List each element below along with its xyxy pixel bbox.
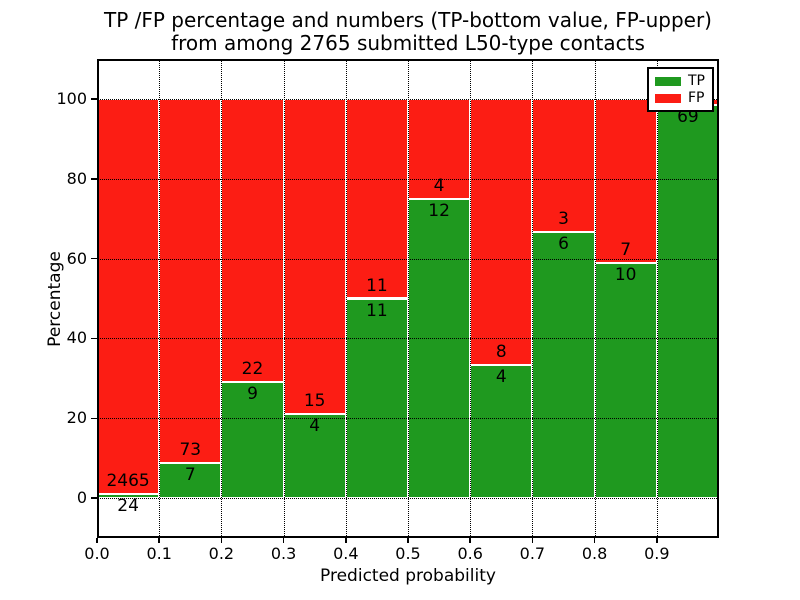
- y-tick-label: 20: [66, 408, 87, 428]
- tp-color-swatch: [655, 76, 681, 86]
- x-tick: [469, 538, 471, 543]
- plot-area: 2465 24 73 7 22 9 15 4 11 11 4 12 8 4 3 6 7 10 69: [97, 59, 719, 538]
- gridline-vertical: [345, 59, 347, 538]
- tp-count-label: 4: [309, 416, 321, 437]
- tp-count-label: 69: [677, 106, 699, 127]
- y-tick-label: 60: [66, 248, 87, 268]
- x-tick-label: 0.1: [146, 544, 172, 563]
- x-tick-label: 0.7: [519, 544, 546, 563]
- x-tick-label: 0.2: [208, 544, 235, 563]
- tp-count-label: 10: [614, 265, 637, 286]
- bar-segment-fp: [97, 98, 160, 495]
- x-tick-label: 0.8: [581, 544, 608, 563]
- bar-segment-fp: [159, 98, 222, 464]
- fp-count-label: 11: [366, 275, 388, 296]
- bar-segment-tp: [283, 414, 346, 499]
- x-tick: [158, 538, 160, 543]
- bar-segment-fp: [470, 98, 533, 366]
- y-tick: [91, 497, 97, 499]
- tp-count-label: 6: [558, 233, 569, 254]
- y-tick: [91, 337, 97, 340]
- bar-segment-tp: [345, 298, 408, 499]
- legend-item-fp: FP: [655, 91, 706, 105]
- y-tick: [91, 98, 97, 100]
- bar-segment-fp: [532, 98, 595, 232]
- gridline-vertical: [159, 59, 161, 538]
- chart-title-line1: TP /FP percentage and numbers (TP-bottom…: [104, 8, 712, 32]
- tp-count-label: 4: [495, 367, 507, 388]
- y-tick: [91, 417, 97, 419]
- legend: TP FP: [647, 67, 714, 112]
- gridline-vertical: [594, 59, 596, 538]
- x-tick: [220, 538, 223, 543]
- tp-count-label: 9: [247, 384, 258, 405]
- x-tick: [96, 538, 98, 543]
- fp-count-label: 2465: [106, 471, 150, 492]
- x-tick-label: 0.5: [395, 544, 421, 563]
- tp-count-label: 24: [117, 496, 139, 517]
- x-tick: [593, 538, 596, 543]
- y-tick-label: 100: [56, 88, 87, 108]
- x-tick: [407, 538, 409, 543]
- bar-segment-fp: [283, 98, 346, 415]
- tp-count-label: 11: [366, 300, 388, 321]
- y-tick-label: 40: [66, 328, 87, 348]
- x-tick-label: 0.3: [270, 544, 297, 563]
- bar-segment-tp: [221, 382, 284, 499]
- y-tick: [91, 178, 97, 180]
- bar-segment-fp: [594, 98, 657, 264]
- chart-title-line2: from among 2765 submitted L50-type conta…: [171, 31, 645, 55]
- x-tick-label: 0.6: [457, 544, 483, 563]
- gridline-vertical: [532, 59, 534, 538]
- gridline-vertical: [656, 59, 658, 538]
- x-tick-label: 0.0: [84, 544, 110, 563]
- fp-count-label: 7: [620, 240, 632, 261]
- fp-color-swatch: [655, 93, 681, 103]
- y-tick-label: 0: [76, 488, 87, 508]
- gridline-vertical: [470, 59, 472, 538]
- fp-count-label: 15: [303, 391, 326, 412]
- x-tick-label: 0.4: [333, 544, 359, 563]
- legend-item-tp: TP: [655, 74, 706, 88]
- x-axis-label: Predicted probability: [320, 566, 496, 586]
- x-tick: [282, 538, 285, 543]
- bar-segment-fp: [345, 98, 408, 299]
- legend-label-fp: FP: [688, 90, 705, 106]
- gridline-vertical: [283, 59, 285, 538]
- bar-segment-tp: [594, 263, 657, 499]
- tp-count-label: 12: [428, 200, 450, 221]
- bar-segment-fp: [408, 98, 471, 199]
- tp-count-label: 7: [184, 465, 196, 486]
- fp-count-label: 73: [179, 440, 202, 461]
- x-tick: [345, 538, 347, 543]
- bar-segment-tp: [532, 231, 595, 499]
- grid-layer: [97, 59, 719, 538]
- gridline-vertical: [408, 59, 409, 538]
- x-tick: [531, 538, 534, 543]
- fp-count-label: 3: [558, 208, 569, 229]
- bars-layer: [97, 59, 719, 538]
- bar-count-labels-layer: 2465 24 73 7 22 9 15 4 11 11 4 12 8 4 3 6 7 10 69: [97, 59, 719, 538]
- fp-count-label: 4: [433, 175, 445, 196]
- x-tick: [656, 538, 658, 543]
- fp-count-label: 8: [495, 342, 507, 363]
- bar-segment-tp: [656, 104, 719, 499]
- fp-count-label: 22: [241, 359, 264, 380]
- y-tick-label: 80: [66, 168, 87, 188]
- chart-title: TP /FP percentage and numbers (TP-bottom…: [97, 9, 719, 55]
- legend-label-tp: TP: [688, 73, 705, 89]
- x-tick-label: 0.9: [644, 544, 670, 563]
- y-tick: [91, 257, 97, 260]
- gridline-vertical: [221, 59, 223, 538]
